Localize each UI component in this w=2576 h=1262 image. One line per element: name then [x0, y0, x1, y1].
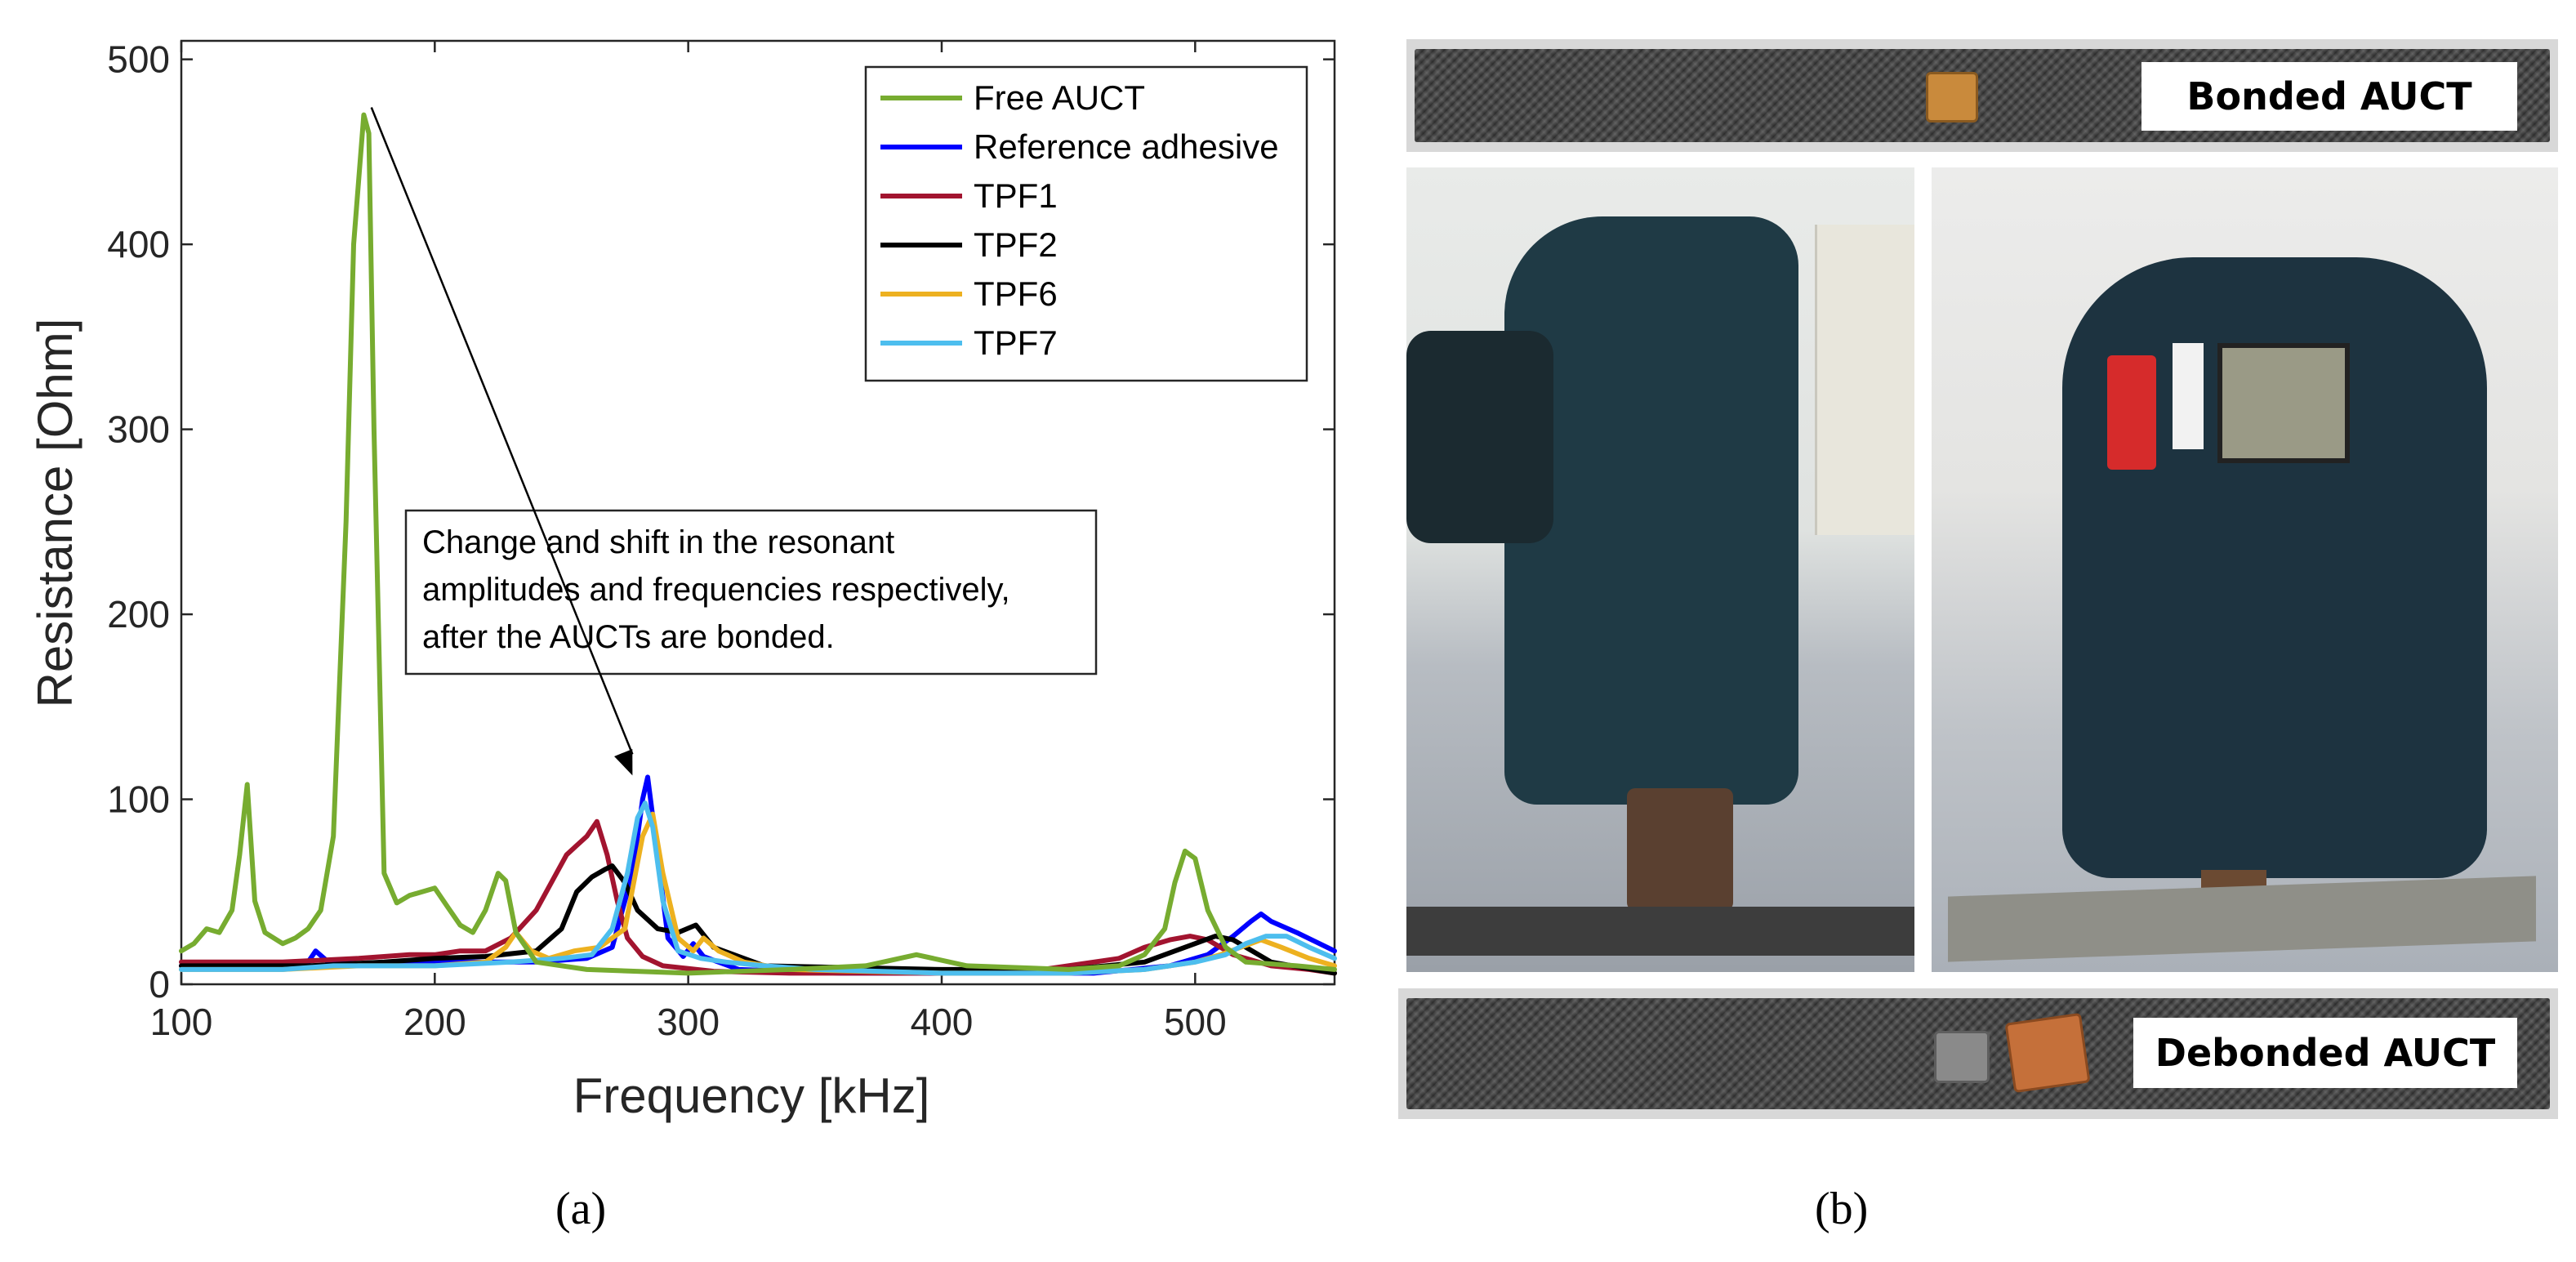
x-axis-label: Frequency [kHz] — [573, 1068, 930, 1123]
annotation-text-line: after the AUCTs are bonded. — [422, 619, 835, 655]
debonded-strip-photo: Debonded AUCT — [1398, 988, 2558, 1119]
legend-box — [864, 65, 1308, 382]
heat-gun-handle — [1406, 331, 1553, 543]
legend-entry-label: Free AUCT — [974, 78, 1145, 117]
strip-under-gun-top — [1948, 876, 2536, 962]
y-tick-label: 100 — [107, 778, 170, 821]
series-line-tpf7 — [179, 800, 1337, 976]
red-button — [2107, 355, 2156, 470]
legend-entry-label: TPF1 — [974, 176, 1058, 215]
caption-a: (a) — [555, 1184, 607, 1234]
series-line-free-auct — [179, 112, 1337, 976]
y-tick-label: 400 — [107, 223, 170, 265]
heat-gun-photo-side — [1406, 167, 1914, 972]
x-tick-label: 300 — [657, 1001, 720, 1043]
annotation-text-line: amplitudes and frequencies respectively, — [422, 572, 1010, 608]
debonded-auct-label: Debonded AUCT — [2133, 1018, 2517, 1088]
bonded-auct-label: Bonded AUCT — [2141, 62, 2517, 131]
series-layer — [179, 112, 1337, 976]
series-line-tpf6 — [179, 811, 1337, 976]
x-tick-label: 400 — [911, 1001, 974, 1043]
heat-gun-nozzle — [1627, 788, 1733, 911]
x-tick-label: 500 — [1164, 1001, 1227, 1043]
x-tick-label: 200 — [403, 1001, 466, 1043]
strip-under-gun — [1406, 907, 1914, 956]
annotation-text-line: Change and shift in the resonant — [422, 524, 894, 560]
legend: Free AUCT Reference adhesive TPF1 TPF2 TPF6 T… — [864, 65, 1308, 382]
annotation-box — [404, 509, 1098, 676]
annotation: Change and shift in the resonant amplitud… — [370, 107, 1098, 776]
auct-sensor-patch — [1926, 72, 1978, 123]
legend-entry-label: TPF2 — [974, 225, 1058, 264]
caption-b: (b) — [1815, 1184, 1869, 1234]
y-axis-label: Resistance [Ohm] — [28, 319, 82, 708]
heat-gun-body — [1504, 216, 1798, 805]
cabinet-shape — [1815, 225, 1914, 535]
legend-entry-label: Reference adhesive — [974, 127, 1279, 166]
plot-frame — [180, 39, 1336, 986]
y-tick-label: 300 — [107, 408, 170, 451]
y-axis-ticks: 0 100 200 300 400 500 — [107, 38, 1335, 1006]
debonded-residue — [1934, 1031, 1990, 1083]
auct-sensor-patch-detached — [2004, 1012, 2091, 1094]
series-line-tpf1 — [179, 818, 1337, 976]
legend-entry-label: TPF6 — [974, 274, 1058, 313]
bonded-strip-photo: Bonded AUCT — [1406, 39, 2558, 152]
x-tick-label: 100 — [150, 1001, 213, 1043]
white-button — [2173, 343, 2204, 449]
legend-entry-label: TPF7 — [974, 323, 1058, 362]
y-tick-label: 200 — [107, 593, 170, 635]
lcd-display — [2217, 343, 2350, 463]
annotation-arrow-line — [370, 107, 634, 755]
x-axis-ticks: 100 200 300 400 500 — [150, 41, 1227, 1043]
y-tick-label: 500 — [107, 38, 170, 81]
annotation-arrow-head — [614, 749, 633, 776]
y-tick-label: 0 — [149, 963, 170, 1006]
heat-gun-photo-top — [1932, 167, 2558, 972]
